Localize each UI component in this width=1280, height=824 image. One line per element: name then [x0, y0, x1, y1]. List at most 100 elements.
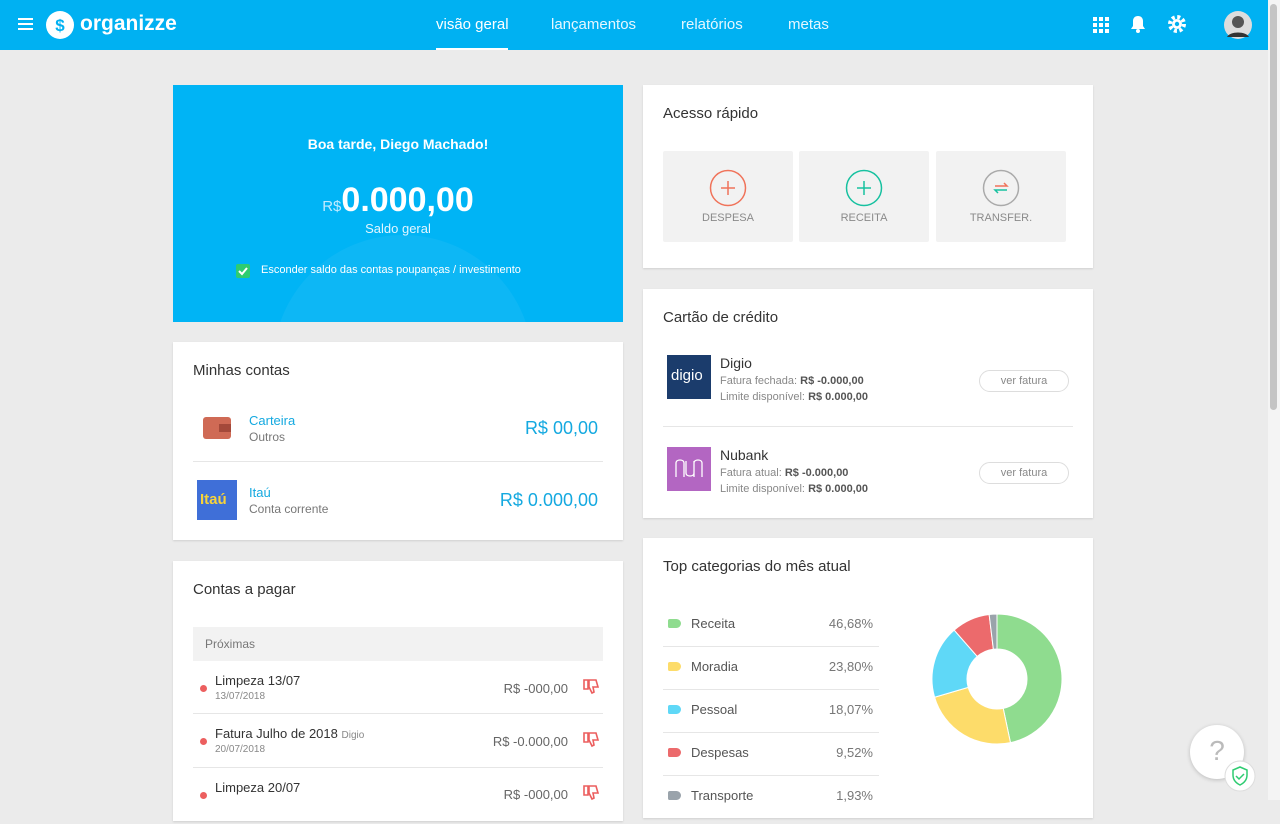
help-text: ?: [1209, 735, 1225, 766]
menu-icon[interactable]: [18, 18, 33, 31]
action-label: TRANSFER.: [969, 212, 1033, 224]
card-line: Limite disponível: R$ 0.000,00: [720, 391, 868, 403]
card-line: Fatura atual: R$ -0.000,00: [720, 467, 848, 479]
scroll-thumb[interactable]: [1270, 4, 1277, 410]
divider: [663, 689, 879, 690]
action-tile[interactable]: RECEITA: [799, 151, 929, 242]
action-tile[interactable]: TRANSFER.: [936, 151, 1066, 242]
card-title: Top categorias do mês atual: [663, 558, 851, 575]
pay-icon[interactable]: [582, 678, 600, 696]
category-percent: 9,52%: [836, 745, 873, 760]
action-label: RECEITA: [840, 212, 888, 224]
balance-row: R$0.000,00: [173, 181, 623, 220]
checkbox[interactable]: [236, 264, 250, 278]
pay-icon[interactable]: [582, 784, 600, 802]
nav-item[interactable]: relatórios: [681, 16, 743, 33]
card-name[interactable]: Digio: [720, 355, 752, 371]
digio-logo: digio: [667, 355, 711, 399]
line-value: R$ 0.000,00: [808, 391, 868, 403]
status-dot: [200, 685, 207, 692]
category-color: [668, 705, 681, 714]
avatar[interactable]: [1224, 11, 1252, 39]
card-title: Minhas contas: [193, 362, 290, 379]
section-bar: Próximas: [193, 627, 603, 661]
summary-card: Boa tarde, Diego Machado! R$0.000,00 Sal…: [173, 85, 623, 322]
action-icon: [709, 169, 747, 207]
action-label: DESPESA: [702, 212, 754, 224]
bill-amount: R$ -000,00: [503, 787, 568, 802]
bill-name[interactable]: Limpeza 20/07: [215, 780, 301, 795]
nav-item[interactable]: lançamentos: [551, 16, 637, 33]
card-title: Acesso rápido: [663, 105, 759, 122]
pay-icon[interactable]: [582, 731, 600, 749]
bill-name[interactable]: Fatura Julho de 2018 Digio: [215, 726, 364, 741]
account-balance: R$ 0.000,00: [499, 490, 598, 510]
category-color: [668, 662, 681, 671]
donut-segment: [996, 613, 1063, 744]
account-type: Conta corrente: [249, 502, 329, 516]
bell-icon[interactable]: [1130, 15, 1146, 34]
card-title: Cartão de crédito: [663, 309, 779, 326]
greeting: Boa tarde, Diego Machado!: [307, 136, 489, 152]
action-icon: [982, 169, 1020, 207]
category-percent: 23,80%: [828, 659, 873, 674]
category-list: Receita 46,68% Moradia 23,80% Pessoal 18,07% D…: [663, 604, 879, 824]
top-bar: $ organizze visão geral lançamentos rela…: [0, 0, 1268, 50]
divider: [193, 713, 603, 714]
logo-text: Itaú: [200, 491, 227, 508]
credit-card-card: Cartão de crédito digio Digio Fatura fec…: [643, 289, 1093, 518]
category-name: Pessoal: [691, 702, 738, 717]
line-label: Fatura atual:: [720, 467, 782, 479]
logo-text: digio: [671, 367, 703, 384]
invoice-button[interactable]: ver fatura: [979, 462, 1069, 484]
section-title: Próximas: [205, 637, 256, 651]
line-label: Limite disponível:: [720, 391, 805, 403]
divider: [663, 426, 1073, 427]
nav-underline: [436, 48, 508, 50]
logo-icon: $: [46, 11, 74, 39]
apps-icon[interactable]: [1093, 17, 1109, 33]
action-tile[interactable]: DESPESA: [663, 151, 793, 242]
bill-date: 20/07/2018: [215, 744, 266, 755]
divider: [193, 767, 603, 768]
action-icon: [845, 169, 883, 207]
card-name[interactable]: Nubank: [720, 447, 769, 463]
settings-icon[interactable]: [1167, 14, 1187, 34]
wallet-icon: [203, 417, 231, 439]
svg-text:$: $: [55, 16, 65, 35]
category-name: Moradia: [691, 659, 738, 674]
scrollbar: [1268, 0, 1280, 800]
account-name[interactable]: Carteira: [249, 413, 296, 428]
card-title: Contas a pagar: [193, 581, 296, 598]
bill-title: Fatura Julho de 2018: [215, 726, 338, 741]
bill-tag: Digio: [341, 730, 365, 741]
line-value: R$ 0.000,00: [808, 483, 868, 495]
nav-item[interactable]: metas: [788, 16, 829, 33]
nav-item[interactable]: visão geral: [436, 16, 509, 33]
bill-amount: R$ -0.000,00: [492, 734, 568, 749]
category-name: Transporte: [691, 788, 754, 803]
line-label: Fatura fechada:: [720, 375, 798, 387]
invoice-button[interactable]: ver fatura: [979, 370, 1069, 392]
bill-name[interactable]: Limpeza 13/07: [215, 673, 301, 688]
divider: [663, 732, 879, 733]
balance: 0.000,00: [341, 181, 474, 219]
status-dot: [200, 738, 207, 745]
nubank-logo: [667, 447, 711, 491]
donut-chart: [931, 613, 1063, 745]
card-line: Fatura fechada: R$ -0.000,00: [720, 375, 864, 387]
categories-card: Top categorias do mês atual Receita 46,68…: [643, 538, 1093, 818]
category-color: [668, 791, 681, 800]
donut-segment: [933, 686, 1012, 745]
logo-text[interactable]: organizze: [80, 12, 177, 35]
account-type: Outros: [249, 430, 286, 444]
account-name[interactable]: Itaú: [249, 485, 271, 500]
category-name: Receita: [691, 616, 736, 631]
line-value: R$ -0.000,00: [784, 467, 849, 479]
bill-amount: R$ -000,00: [503, 681, 568, 696]
category-name: Despesas: [691, 745, 749, 760]
hide-savings[interactable]: Esconder saldo das contas poupanças / in…: [261, 264, 521, 276]
category-percent: 18,07%: [828, 702, 873, 717]
